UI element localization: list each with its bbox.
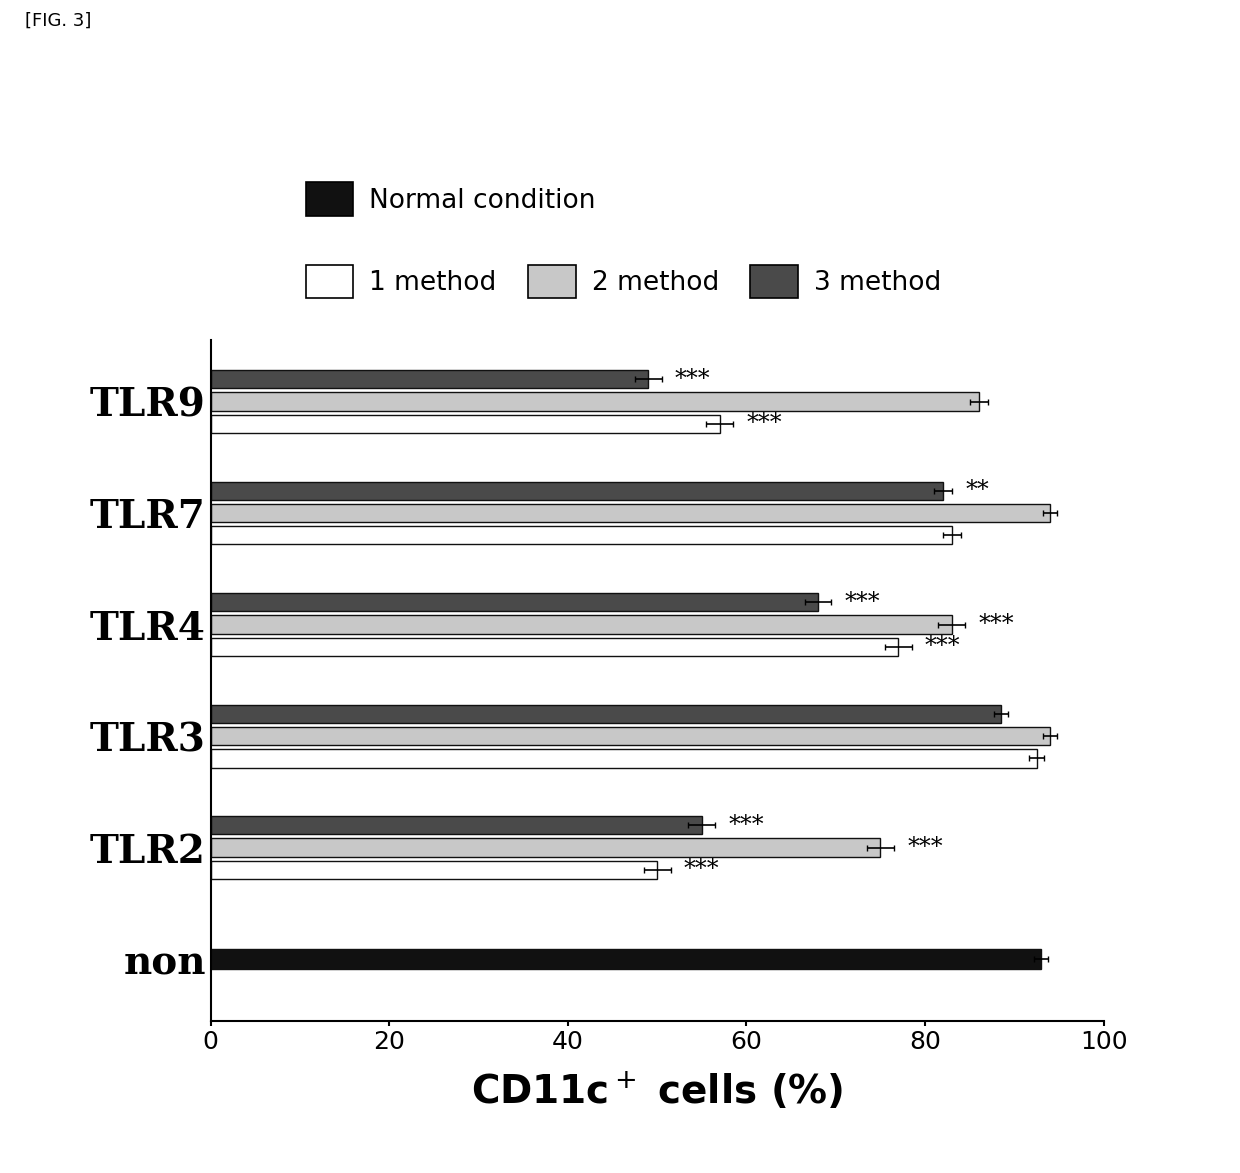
Bar [211, 415, 719, 433]
Bar [211, 949, 1042, 969]
Text: ***: *** [978, 613, 1014, 636]
Text: ***: *** [925, 636, 961, 658]
Bar [211, 594, 818, 611]
Bar [211, 504, 1050, 522]
Bar [211, 861, 657, 879]
Text: ***: *** [908, 836, 942, 859]
Bar [211, 392, 978, 411]
Text: ***: *** [729, 814, 764, 836]
X-axis label: CD11c$^+$ cells (%): CD11c$^+$ cells (%) [471, 1071, 843, 1112]
Legend: 1 method, 2 method, 3 method: 1 method, 2 method, 3 method [295, 255, 951, 308]
Bar [211, 638, 898, 656]
Bar [211, 369, 649, 388]
Bar [211, 727, 1050, 745]
Bar [211, 839, 880, 856]
Bar [211, 616, 952, 633]
Bar [211, 482, 942, 500]
Bar [211, 816, 702, 834]
Text: ***: *** [844, 591, 880, 613]
Text: ***: *** [675, 367, 711, 391]
Text: [FIG. 3]: [FIG. 3] [25, 12, 92, 29]
Bar [211, 750, 1037, 767]
Text: ***: *** [746, 413, 782, 435]
Bar [211, 527, 952, 544]
Bar [211, 705, 1001, 723]
Text: ***: *** [684, 859, 719, 881]
Text: **: ** [965, 480, 990, 502]
Legend: Normal condition: Normal condition [295, 172, 606, 226]
